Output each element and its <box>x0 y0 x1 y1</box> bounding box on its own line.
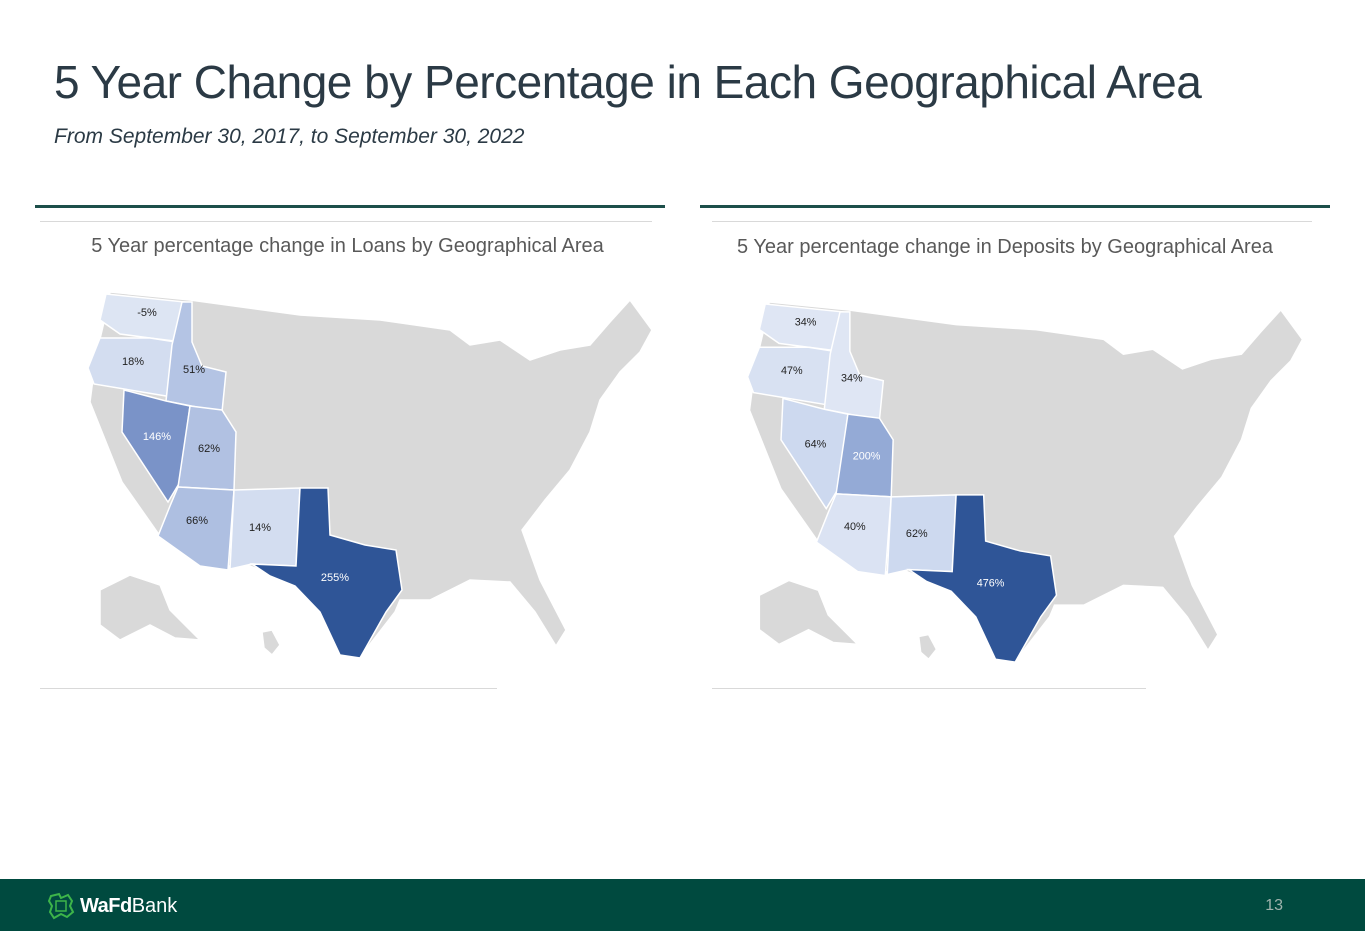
state-id <box>823 311 885 421</box>
left-divider <box>35 205 665 208</box>
data-label-tx: 476% <box>977 577 1005 589</box>
page-title: 5 Year Change by Percentage in Each Geog… <box>54 56 1202 108</box>
data-label-nv: 146% <box>143 431 171 443</box>
data-label-wa: 34% <box>795 317 817 329</box>
state-tx <box>906 494 1058 663</box>
alaska <box>758 579 860 646</box>
right-chart-bottom-border <box>712 688 1146 689</box>
right-divider <box>700 205 1330 208</box>
data-label-ut: 200% <box>853 450 881 462</box>
footer-bar: WaFdBank 13 <box>0 879 1365 931</box>
page-number: 13 <box>1265 897 1283 914</box>
data-label-id: 34% <box>841 373 863 385</box>
data-label-nm: 62% <box>906 528 928 540</box>
page-subtitle: From September 30, 2017, to September 30… <box>54 125 525 148</box>
state-tx <box>249 487 403 659</box>
hawaii <box>917 633 938 661</box>
data-label-az: 66% <box>186 515 208 527</box>
data-label-nv: 64% <box>805 439 827 451</box>
data-label-id: 51% <box>183 364 205 376</box>
loans-chart-title: 5 Year percentage change in Loans by Geo… <box>91 235 604 257</box>
state-ut <box>835 413 894 498</box>
right-chart-top-border <box>712 221 1312 222</box>
wafd-logo: WaFdBank <box>46 892 177 920</box>
state-id <box>165 301 227 413</box>
data-label-or: 47% <box>781 365 803 377</box>
data-label-or: 18% <box>122 356 144 368</box>
data-label-nm: 14% <box>249 522 271 534</box>
data-label-az: 40% <box>844 521 866 533</box>
brand-light: Bank <box>131 894 178 917</box>
data-label-ut: 62% <box>198 443 220 455</box>
hawaii <box>261 629 281 657</box>
left-chart-top-border <box>40 221 652 222</box>
data-label-wa: -5% <box>137 307 157 319</box>
loans-map: -5% 18% 51% 146% 62% 66% 14% 255% <box>87 291 653 659</box>
deposits-map: 34% 47% 34% 64% 200% 40% 62% 476% <box>746 301 1304 663</box>
left-chart-bottom-border <box>40 688 497 689</box>
wafd-emblem-icon <box>47 892 75 920</box>
brand-bold: WaFd <box>80 894 132 917</box>
deposits-chart-title: 5 Year percentage change in Deposits by … <box>737 236 1273 258</box>
data-label-tx: 255% <box>321 572 349 584</box>
alaska <box>99 574 202 641</box>
state-ut <box>177 405 237 491</box>
